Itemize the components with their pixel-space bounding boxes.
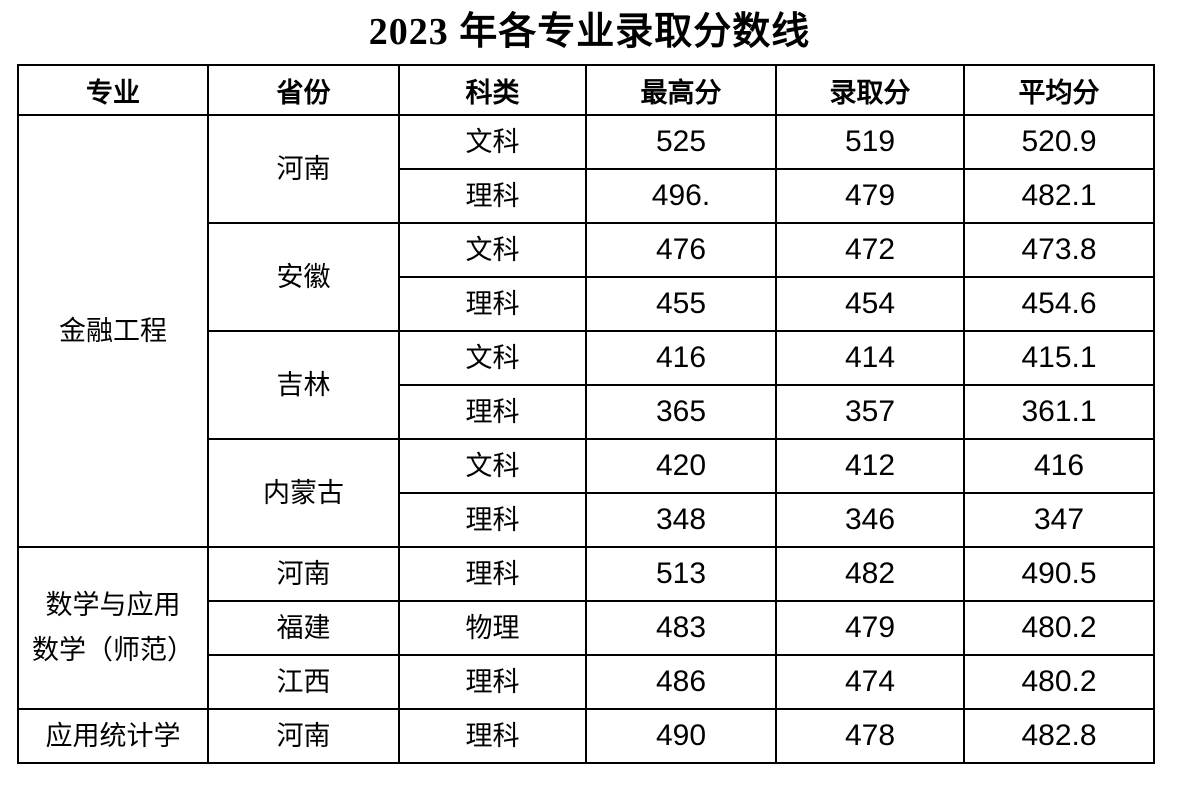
admit-score-cell: 412 [775,438,965,494]
category-cell: 物理 [398,600,587,656]
header-max-score: 最高分 [585,64,777,116]
avg-score-cell: 482.8 [963,708,1155,764]
category-cell: 理科 [398,276,587,332]
max-score-cell: 455 [585,276,777,332]
admission-scores-table: 专业 省份 科类 最高分 录取分 平均分 金融工程 河南 文科 525 519 … [17,64,1155,764]
header-major: 专业 [17,64,209,116]
province-cell: 河南 [207,546,400,602]
max-score-cell: 365 [585,384,777,440]
admit-score-cell: 478 [775,708,965,764]
category-cell: 理科 [398,654,587,710]
province-cell: 吉林 [207,330,400,440]
table-row: 理科 455 454 454.6 [18,276,1155,332]
province-cell: 江西 [207,654,400,710]
table-row: 应用统计学 河南 理科 490 478 482.8 [17,708,1155,764]
max-score-cell: 513 [585,546,777,602]
avg-score-cell: 454.6 [963,276,1155,332]
header-category: 科类 [398,64,587,116]
table-row: 数学与应用 数学（师范） 河南 理科 513 482 490.5 [17,546,1155,710]
avg-score-cell: 473.8 [963,222,1155,278]
table-row: 吉林 文科 416 414 415.1 [18,330,1155,440]
category-cell: 文科 [398,330,587,386]
table-row: 理科 348 346 347 [18,492,1155,548]
category-cell: 理科 [398,384,587,440]
avg-score-cell: 416 [963,438,1155,494]
province-cell: 安徽 [207,222,400,332]
province-cell: 河南 [207,708,400,764]
major-cell: 应用统计学 [17,708,209,764]
header-avg-score: 平均分 [963,64,1155,116]
category-cell: 理科 [398,168,587,224]
table-row: 内蒙古 文科 420 412 416 [18,438,1155,548]
admit-score-cell: 346 [775,492,965,548]
category-cell: 文科 [398,114,587,170]
admit-score-cell: 479 [775,600,965,656]
header-admit-score: 录取分 [775,64,965,116]
category-cell: 理科 [398,708,587,764]
admit-score-cell: 474 [775,654,965,710]
province-cell: 福建 [207,600,400,656]
max-score-cell: 486 [585,654,777,710]
max-score-cell: 496. [585,168,777,224]
table-row: 金融工程 河南 文科 525 519 520.9 [17,114,1155,548]
table-row: 理科 496. 479 482.1 [18,168,1155,224]
avg-score-cell: 482.1 [963,168,1155,224]
category-cell: 理科 [398,546,587,602]
max-score-cell: 525 [585,114,777,170]
table-row: 福建 物理 483 479 480.2 [18,600,1155,656]
table-header-row: 专业 省份 科类 最高分 录取分 平均分 [17,64,1155,116]
major-cell: 金融工程 [17,114,209,548]
admit-score-cell: 414 [775,330,965,386]
category-cell: 文科 [398,438,587,494]
admit-score-cell: 357 [775,384,965,440]
max-score-cell: 420 [585,438,777,494]
max-score-cell: 348 [585,492,777,548]
major-cell: 数学与应用 数学（师范） [17,546,209,710]
max-score-cell: 490 [585,708,777,764]
avg-score-cell: 490.5 [963,546,1155,602]
header-province: 省份 [207,64,400,116]
avg-score-cell: 480.2 [963,654,1155,710]
table-row: 江西 理科 486 474 480.2 [18,654,1155,710]
admit-score-cell: 479 [775,168,965,224]
max-score-cell: 416 [585,330,777,386]
table-row: 安徽 文科 476 472 473.8 [18,222,1155,332]
avg-score-cell: 480.2 [963,600,1155,656]
avg-score-cell: 520.9 [963,114,1155,170]
category-cell: 文科 [398,222,587,278]
admit-score-cell: 454 [775,276,965,332]
province-cell: 河南 [207,114,400,224]
admit-score-cell: 472 [775,222,965,278]
table-row: 理科 365 357 361.1 [18,384,1155,440]
province-cell: 内蒙古 [207,438,400,548]
admit-score-cell: 519 [775,114,965,170]
avg-score-cell: 347 [963,492,1155,548]
avg-score-cell: 415.1 [963,330,1155,386]
admit-score-cell: 482 [775,546,965,602]
max-score-cell: 476 [585,222,777,278]
max-score-cell: 483 [585,600,777,656]
category-cell: 理科 [398,492,587,548]
avg-score-cell: 361.1 [963,384,1155,440]
page-title: 2023 年各专业录取分数线 [368,11,811,53]
